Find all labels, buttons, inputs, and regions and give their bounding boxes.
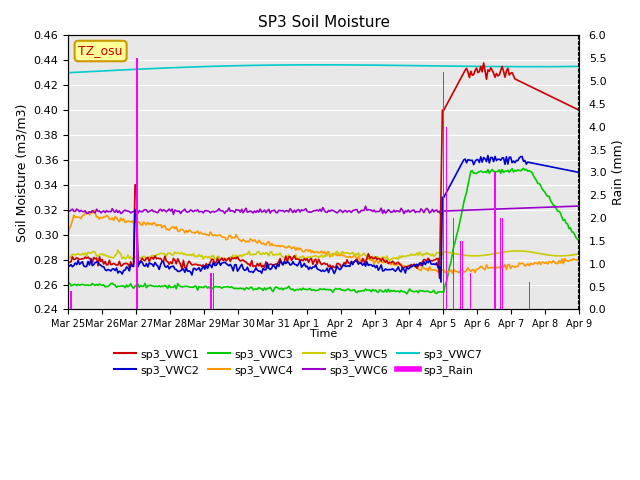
Bar bbox=[211, 273, 212, 310]
Y-axis label: Rain (mm): Rain (mm) bbox=[612, 140, 625, 205]
Bar bbox=[70, 291, 72, 310]
Legend: sp3_VWC1, sp3_VWC2, sp3_VWC3, sp3_VWC4, sp3_VWC5, sp3_VWC6, sp3_VWC7, sp3_Rain: sp3_VWC1, sp3_VWC2, sp3_VWC3, sp3_VWC4, … bbox=[109, 345, 487, 381]
Y-axis label: Soil Moisture (m3/m3): Soil Moisture (m3/m3) bbox=[15, 103, 28, 241]
Text: TZ_osu: TZ_osu bbox=[78, 45, 123, 58]
Bar bbox=[460, 241, 461, 310]
Bar bbox=[210, 273, 211, 310]
Bar bbox=[212, 273, 214, 310]
Bar bbox=[446, 127, 447, 310]
Bar bbox=[453, 218, 454, 310]
Bar bbox=[500, 218, 501, 310]
Bar bbox=[470, 273, 472, 310]
X-axis label: Time: Time bbox=[310, 329, 337, 339]
Bar bbox=[529, 282, 530, 310]
Bar bbox=[461, 241, 463, 310]
Bar bbox=[136, 58, 137, 310]
Title: SP3 Soil Moisture: SP3 Soil Moisture bbox=[257, 15, 390, 30]
